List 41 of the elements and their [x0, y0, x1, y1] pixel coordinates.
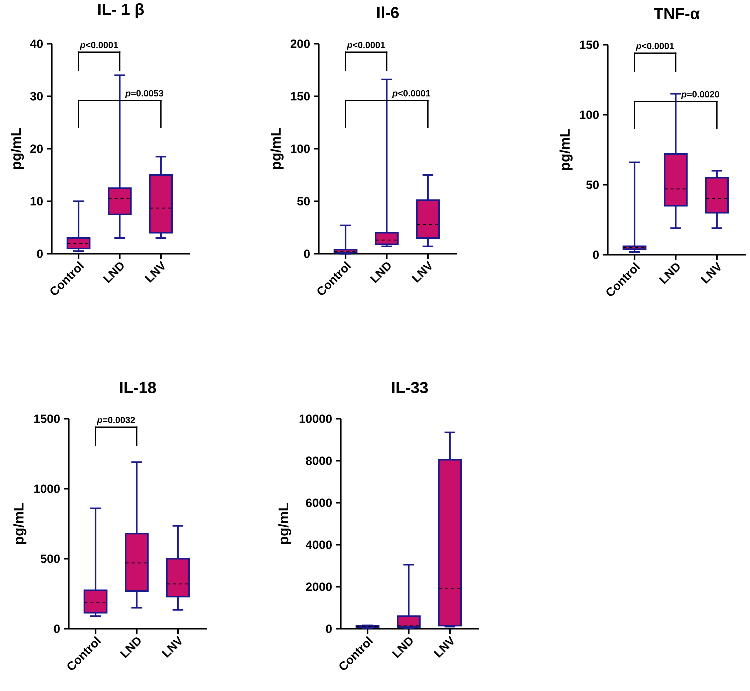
y-tick-label: 150 — [291, 92, 310, 101]
y-tick-label: 6000 — [306, 498, 332, 508]
y-tick-label: 10 — [30, 197, 43, 206]
y-tick-label: 4000 — [306, 540, 332, 550]
y-tick-label: 8000 — [306, 456, 332, 466]
y-tick-label: 0 — [37, 250, 43, 258]
y-tick-label: 40 — [30, 40, 43, 48]
y-tick-label: 30 — [30, 92, 43, 101]
y-tick-label: 150 — [580, 40, 599, 50]
y-axis-title: pg/mL — [270, 128, 284, 170]
y-tick-label: 50 — [298, 197, 310, 206]
y-tick-label: 100 — [580, 110, 599, 120]
annotation: p<0.0001 — [392, 90, 431, 98]
y-tick-label: 100 — [291, 144, 310, 154]
y-tick-label: 200 — [290, 40, 310, 48]
annotation: p<0.0001 — [347, 42, 386, 50]
y-tick-label: 0 — [54, 624, 60, 634]
y-axis-title: pg/mL — [278, 503, 292, 544]
chart-title: IL-33 — [392, 382, 428, 394]
y-tick-label: 50 — [586, 180, 599, 190]
annotation: p<0.0001 — [636, 43, 674, 52]
y-axis-title: pg/mL — [14, 503, 27, 544]
chart-title: TNF-α — [654, 8, 700, 20]
y-tick-label: 20 — [30, 144, 43, 154]
annotation: p<0.0001 — [80, 42, 118, 50]
chart-title: Il-6 — [378, 6, 399, 18]
annotation: p=0.0032 — [97, 417, 136, 426]
y-tick-label: 1500 — [34, 414, 60, 424]
chart-title: IL- 1 β — [98, 4, 144, 18]
annotation: p=0.0053 — [125, 90, 164, 98]
chart-title: IL-18 — [120, 382, 156, 394]
y-tick-label: 0 — [593, 250, 599, 260]
y-tick-label: 2000 — [306, 582, 332, 592]
y-tick-label: 10000 — [300, 414, 332, 424]
y-tick-label: 1000 — [34, 484, 60, 494]
annotation: p=0.0020 — [681, 91, 720, 100]
y-tick-label: 0 — [326, 624, 332, 634]
y-axis-title: pg/mL — [10, 128, 24, 170]
y-tick-label: 500 — [40, 554, 60, 564]
y-tick-label: 0 — [304, 250, 310, 258]
y-axis-title: pg/mL — [560, 129, 573, 170]
